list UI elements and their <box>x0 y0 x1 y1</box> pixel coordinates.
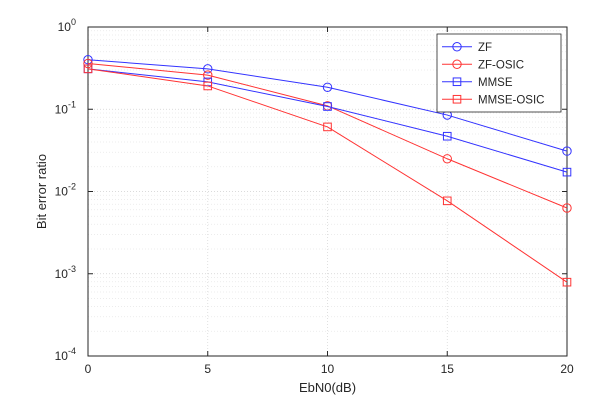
x-tick-label: 20 <box>560 362 574 376</box>
data-point-zf-osic <box>203 70 213 80</box>
legend-item-mmse-osic: MMSE-OSIC <box>442 94 544 106</box>
legend-label: ZF <box>478 42 492 54</box>
legend-marker <box>452 94 462 104</box>
data-point-zf-osic <box>562 203 572 213</box>
x-tick-label: 15 <box>441 362 455 376</box>
data-point-zf <box>562 146 572 156</box>
y-tick-label: 10-4 <box>55 346 76 363</box>
legend-label: MMSE <box>478 77 513 89</box>
legend-marker <box>452 42 462 52</box>
y-tick-label: 10-2 <box>55 182 76 199</box>
data-point-mmse-osic <box>83 64 93 74</box>
legend-marker <box>452 59 462 69</box>
axis-ticks: 0 5 10 15 20 100 10-1 10-2 10-3 10-4 <box>55 17 574 376</box>
series-mmse-osic <box>83 64 572 287</box>
data-point-mmse <box>442 131 452 141</box>
series-line-mmse <box>87 68 568 173</box>
data-point-zf <box>322 82 333 92</box>
y-tick-label: 100 <box>58 17 76 34</box>
legend-label: MMSE-OSIC <box>478 94 544 106</box>
data-point-mmse-osic <box>203 81 213 91</box>
series-line-zf-osic <box>87 62 568 209</box>
data-point-zf-osic <box>83 58 93 69</box>
x-tick-label: 10 <box>321 362 335 376</box>
y-axis-label: Bit error ratio <box>34 154 49 229</box>
data-point-mmse <box>323 102 332 111</box>
x-axis-label: EbN0(dB) <box>299 380 356 395</box>
legend: ZF ZF-OSIC MMSE MMSE-OSIC <box>436 33 562 113</box>
data-point-mmse-osic <box>562 277 572 287</box>
legend-item-zf-osic: ZF-OSIC <box>442 59 524 71</box>
x-tick-label: 0 <box>85 362 92 376</box>
series-line-mmse-osic <box>87 68 568 283</box>
legend-marker <box>452 77 462 87</box>
series-line-zf <box>87 59 568 152</box>
data-point-mmse-osic <box>323 122 332 132</box>
y-tick-label: 10-3 <box>55 264 76 281</box>
legend-item-zf: ZF <box>442 42 492 54</box>
data-point-zf-osic <box>442 154 452 164</box>
x-tick-label: 5 <box>204 362 211 376</box>
series-group <box>83 55 572 287</box>
data-point-zf <box>203 64 213 74</box>
legend-label: ZF-OSIC <box>478 59 524 71</box>
data-point-mmse-osic <box>442 196 452 206</box>
legend-item-mmse: MMSE <box>442 77 513 89</box>
data-point-mmse <box>562 167 572 177</box>
y-tick-label: 10-1 <box>55 99 76 116</box>
